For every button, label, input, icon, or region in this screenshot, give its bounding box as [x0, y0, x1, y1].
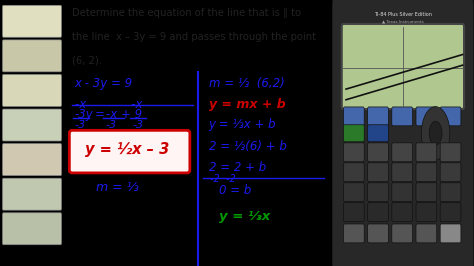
FancyBboxPatch shape [392, 143, 412, 162]
FancyBboxPatch shape [2, 74, 62, 106]
Text: the line  x – 3y = 9 and passes through the point: the line x – 3y = 9 and passes through t… [72, 32, 316, 42]
FancyBboxPatch shape [368, 143, 388, 162]
FancyBboxPatch shape [392, 163, 412, 182]
FancyBboxPatch shape [344, 163, 364, 182]
FancyBboxPatch shape [392, 203, 412, 222]
FancyBboxPatch shape [342, 24, 464, 109]
Text: -3: -3 [132, 120, 144, 130]
FancyBboxPatch shape [69, 130, 190, 173]
FancyBboxPatch shape [440, 163, 461, 182]
FancyBboxPatch shape [2, 5, 62, 37]
Text: y = ⅓x: y = ⅓x [219, 210, 271, 223]
Text: m = ⅓: m = ⅓ [96, 181, 139, 194]
Text: 2 = 2 + b: 2 = 2 + b [209, 161, 266, 174]
FancyBboxPatch shape [416, 143, 437, 162]
FancyBboxPatch shape [416, 203, 437, 222]
Circle shape [421, 107, 450, 160]
FancyBboxPatch shape [416, 107, 437, 126]
Text: =: = [95, 108, 105, 121]
FancyBboxPatch shape [368, 163, 388, 182]
FancyBboxPatch shape [392, 183, 412, 202]
FancyBboxPatch shape [368, 183, 388, 202]
FancyBboxPatch shape [344, 203, 364, 222]
FancyBboxPatch shape [2, 178, 62, 210]
Text: TI-84 Plus Silver Edition: TI-84 Plus Silver Edition [374, 12, 432, 17]
FancyBboxPatch shape [344, 183, 364, 202]
FancyBboxPatch shape [368, 203, 388, 222]
Text: y = ⅓x + b: y = ⅓x + b [209, 118, 276, 131]
FancyBboxPatch shape [440, 143, 461, 162]
Text: -x            -x: -x -x [75, 98, 142, 111]
FancyBboxPatch shape [392, 107, 412, 126]
FancyBboxPatch shape [2, 109, 62, 141]
FancyBboxPatch shape [416, 163, 437, 182]
FancyBboxPatch shape [344, 107, 364, 126]
Text: y = mx + b: y = mx + b [209, 98, 285, 111]
FancyBboxPatch shape [392, 224, 412, 243]
FancyBboxPatch shape [368, 224, 388, 243]
Circle shape [429, 121, 442, 145]
FancyBboxPatch shape [2, 144, 62, 176]
FancyBboxPatch shape [440, 107, 461, 126]
Text: -2  -2: -2 -2 [210, 174, 236, 184]
FancyBboxPatch shape [440, 183, 461, 202]
FancyBboxPatch shape [344, 143, 364, 162]
FancyBboxPatch shape [440, 224, 461, 243]
FancyBboxPatch shape [416, 183, 437, 202]
Text: -3: -3 [106, 120, 117, 130]
FancyBboxPatch shape [2, 213, 62, 245]
Text: m = ⅓  (6,2): m = ⅓ (6,2) [209, 77, 284, 90]
Text: (6, 2).: (6, 2). [72, 56, 102, 66]
Text: -x + 9: -x + 9 [106, 108, 142, 121]
FancyBboxPatch shape [344, 224, 364, 243]
Text: x - 3y = 9: x - 3y = 9 [75, 77, 133, 90]
Text: ▲ Texas Instruments: ▲ Texas Instruments [382, 20, 424, 24]
Text: 2 = ⅓(6) + b: 2 = ⅓(6) + b [209, 140, 286, 153]
FancyBboxPatch shape [440, 203, 461, 222]
FancyBboxPatch shape [416, 224, 437, 243]
Text: y = ½x – 3: y = ½x – 3 [85, 142, 170, 157]
Text: 0 = b: 0 = b [219, 184, 252, 197]
FancyBboxPatch shape [368, 107, 388, 126]
FancyBboxPatch shape [332, 0, 474, 266]
FancyBboxPatch shape [344, 125, 364, 142]
Text: Determine the equation of the line that is ∥ to: Determine the equation of the line that … [72, 8, 301, 18]
Text: -3y: -3y [75, 108, 93, 121]
Text: -3: -3 [75, 120, 86, 130]
FancyBboxPatch shape [368, 125, 388, 142]
FancyBboxPatch shape [2, 40, 62, 72]
